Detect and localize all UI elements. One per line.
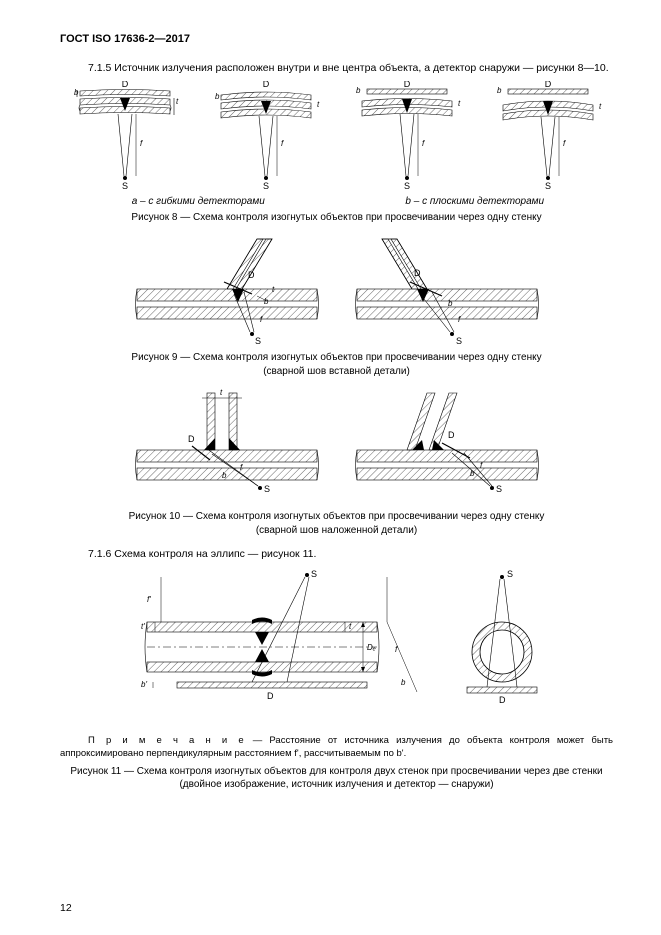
svg-text:b: b	[401, 678, 406, 687]
fig8-b2: D S b t f	[483, 81, 613, 191]
svg-text:f: f	[563, 139, 566, 148]
svg-text:b: b	[448, 299, 453, 308]
svg-text:D: D	[448, 430, 455, 440]
fig9-caption: Рисунок 9 — Схема контроля изогнутых объ…	[60, 351, 613, 378]
svg-text:f: f	[281, 139, 284, 148]
fig11-end: S D	[447, 567, 557, 727]
paragraph-7-1-6: 7.1.6 Схема контроля на эллипс — рисунок…	[60, 547, 613, 561]
svg-text:b': b'	[141, 680, 147, 689]
fig8-a2: D S b t f	[201, 81, 331, 191]
svg-text:D: D	[122, 81, 129, 89]
svg-text:S: S	[264, 484, 270, 494]
fig8-a1: D S b t f	[60, 81, 190, 191]
svg-text:t: t	[317, 100, 320, 109]
svg-text:t: t	[599, 102, 602, 111]
fig8-b1: D S b t f	[342, 81, 472, 191]
svg-text:D: D	[414, 268, 421, 278]
svg-text:t: t	[220, 388, 223, 397]
fig10-caption: Рисунок 10 — Схема контроля изогнутых об…	[60, 510, 613, 537]
svg-text:S: S	[311, 569, 317, 579]
svg-text:S: S	[496, 484, 502, 494]
svg-text:D: D	[188, 434, 195, 444]
svg-text:S: S	[255, 336, 261, 346]
fig11-caption: Рисунок 11 — Схема контроля изогнутых об…	[60, 765, 613, 792]
fig10-b: D S b f	[352, 388, 542, 508]
fig11-side: S D Dₑ t t' b' f' f b	[117, 567, 427, 727]
svg-text:D: D	[545, 81, 552, 89]
svg-text:t: t	[458, 99, 461, 108]
svg-text:b: b	[497, 86, 502, 95]
fig9-a: D S b t f	[132, 234, 322, 349]
svg-text:t': t'	[141, 622, 145, 631]
figure-9: D S b t f D S b f	[60, 234, 613, 349]
svg-text:b: b	[470, 469, 475, 478]
svg-text:D: D	[263, 81, 270, 89]
figure-8: D S b t f D S b t f	[60, 81, 613, 191]
paragraph-7-1-5: 7.1.5 Источник излучения расположен внут…	[60, 61, 613, 75]
fig9-b: D S b f	[352, 234, 542, 349]
fig8-sub-b: b – с плоскими детекторами	[337, 195, 614, 209]
svg-text:S: S	[456, 336, 462, 346]
figure-11: S D Dₑ t t' b' f' f b	[60, 567, 613, 727]
svg-text:f: f	[422, 139, 425, 148]
svg-text:t: t	[176, 97, 179, 106]
figure-10: t D S b f D S b f	[60, 388, 613, 508]
fig8-sub-a: a – с гибкими детекторами	[60, 195, 337, 209]
note-fig11: П р и м е ч а н и е — Расстояние от исто…	[60, 735, 613, 761]
svg-text:b: b	[264, 297, 269, 306]
svg-text:D: D	[267, 691, 274, 701]
svg-text:b: b	[74, 88, 79, 97]
svg-text:S: S	[507, 569, 513, 579]
fig8-caption: Рисунок 8 — Схема контроля изогнутых объ…	[60, 211, 613, 225]
svg-text:b: b	[222, 471, 227, 480]
doc-header: ГОСТ ISO 17636-2—2017	[60, 32, 613, 47]
svg-text:f': f'	[147, 595, 151, 604]
svg-text:D: D	[404, 81, 411, 89]
svg-text:S: S	[545, 181, 551, 191]
page-number: 12	[60, 901, 72, 915]
svg-text:S: S	[122, 181, 128, 191]
fig8-subcaptions: a – с гибкими детекторами b – с плоскими…	[60, 195, 613, 209]
svg-text:b: b	[215, 92, 220, 101]
svg-text:S: S	[263, 181, 269, 191]
svg-text:Dₑ: Dₑ	[367, 643, 376, 652]
fig10-a: t D S b f	[132, 388, 322, 508]
svg-text:f: f	[140, 139, 143, 148]
svg-text:D: D	[248, 270, 255, 280]
svg-text:S: S	[404, 181, 410, 191]
svg-text:b: b	[356, 86, 361, 95]
svg-text:D: D	[499, 695, 506, 705]
